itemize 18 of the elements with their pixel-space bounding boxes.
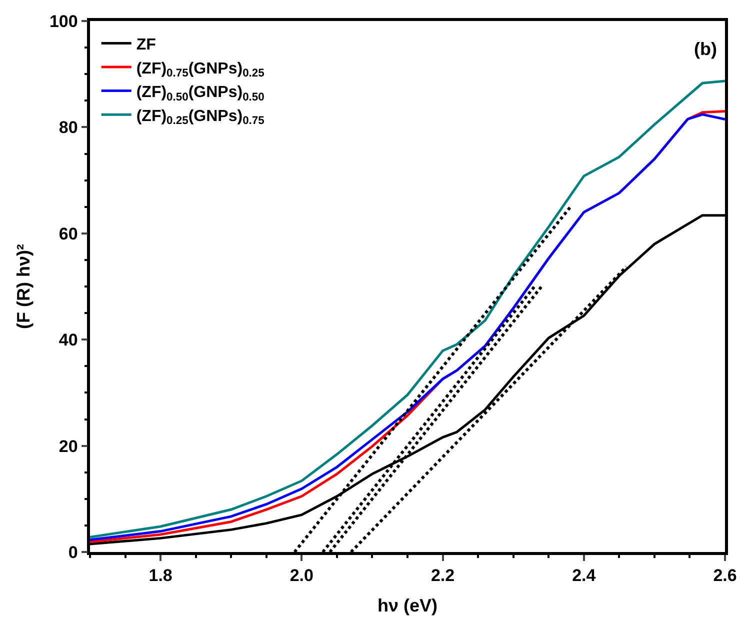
x-tick-label: 2.6: [713, 566, 737, 586]
legend-label: (ZF)$_{0.75}$(GNPs)$_{0.25}$: [136, 60, 264, 80]
legend-label: ZF: [136, 36, 156, 54]
y-tick-label: 80: [58, 118, 78, 138]
legend-label: (ZF)$_{0.50}$(GNPs)$_{0.50}$: [136, 84, 264, 104]
y-tick-label: 100: [49, 12, 78, 31]
y-tick-label: 20: [58, 436, 78, 456]
x-tick-label: 2.0: [290, 566, 314, 586]
x-tick-label: 2.2: [430, 566, 455, 586]
y-tick-label: 60: [58, 224, 78, 244]
y-axis-title: (F (R) hν)²: [14, 244, 34, 329]
annotation: (b): [694, 39, 717, 59]
legend-label: (ZF)$_{0.25}$(GNPs)$_{0.75}$: [136, 108, 264, 128]
x-tick-label: 2.4: [572, 566, 596, 586]
y-tick-label: 40: [58, 330, 78, 350]
x-axis-title: hν (eV): [377, 595, 438, 616]
x-tick-label: 1.8: [148, 566, 172, 586]
y-tick-label: 0: [68, 542, 78, 562]
